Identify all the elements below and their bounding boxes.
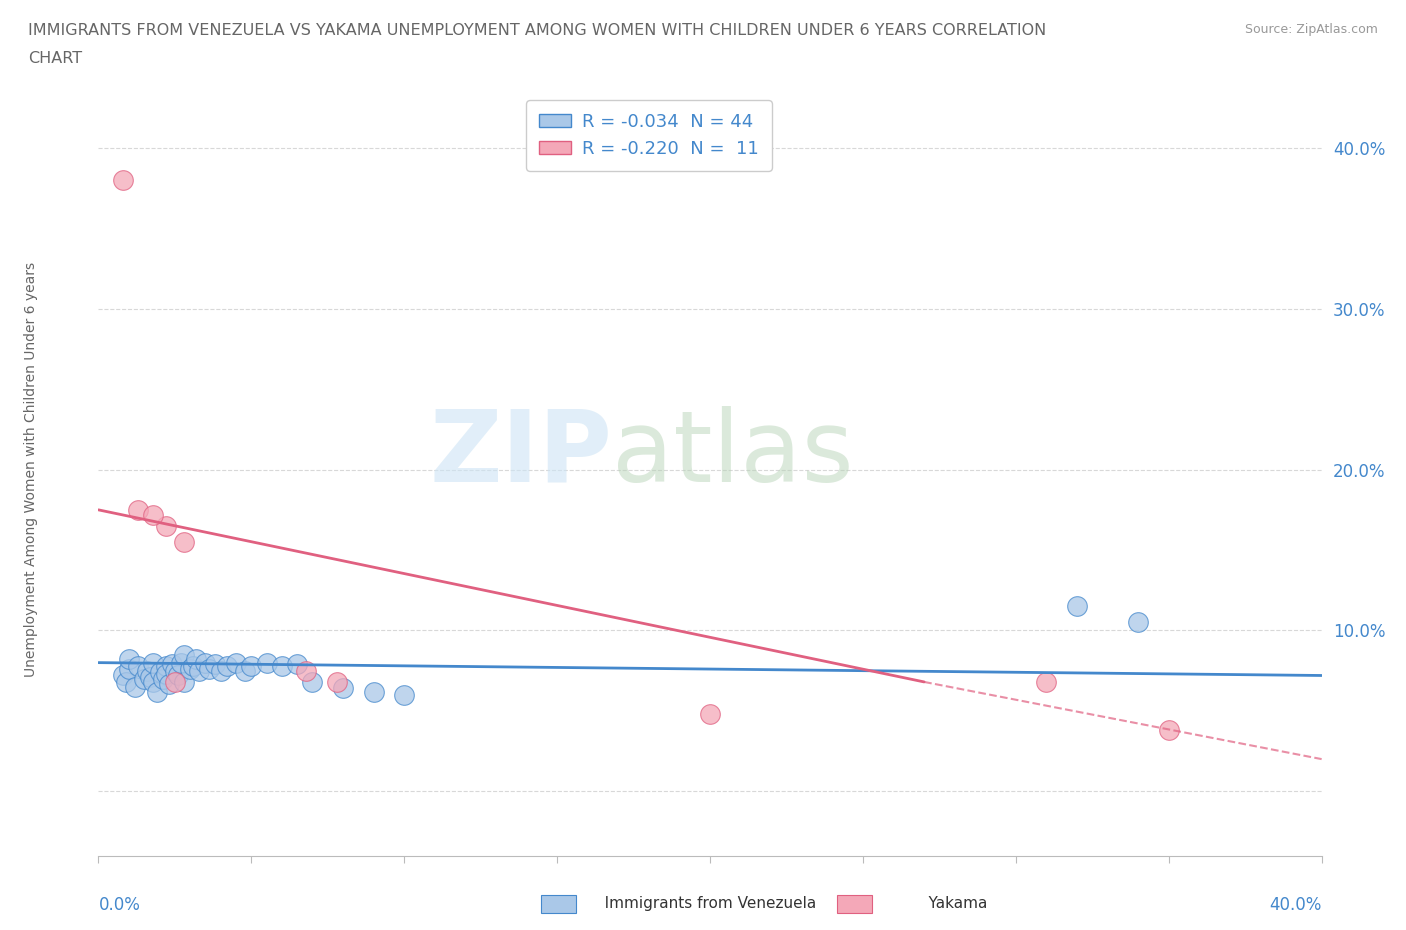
Point	[204, 657, 226, 671]
Point	[142, 674, 165, 689]
Point	[134, 671, 156, 686]
Point	[142, 507, 165, 522]
Point	[149, 665, 172, 680]
Point	[111, 173, 134, 188]
Text: Source: ZipAtlas.com: Source: ZipAtlas.com	[1244, 23, 1378, 36]
Point	[127, 502, 149, 517]
Point	[142, 655, 165, 670]
Point	[157, 676, 180, 691]
Point	[197, 661, 219, 676]
Text: IMMIGRANTS FROM VENEZUELA VS YAKAMA UNEMPLOYMENT AMONG WOMEN WITH CHILDREN UNDER: IMMIGRANTS FROM VENEZUELA VS YAKAMA UNEM…	[28, 23, 1046, 38]
Point	[699, 707, 721, 722]
Point	[225, 655, 247, 670]
Point	[173, 535, 195, 550]
Point	[295, 663, 318, 678]
Point	[163, 663, 186, 678]
Point	[392, 687, 416, 702]
Point	[332, 681, 354, 696]
Point	[301, 674, 323, 689]
Point	[167, 668, 190, 683]
Text: Immigrants from Venezuela: Immigrants from Venezuela	[591, 897, 815, 911]
Point	[124, 679, 146, 694]
Point	[1066, 599, 1088, 614]
Point	[285, 657, 308, 671]
Point	[215, 658, 238, 673]
Point	[181, 658, 204, 673]
Point	[1128, 615, 1150, 630]
Point	[179, 661, 201, 676]
Point	[233, 663, 256, 678]
Point	[173, 647, 195, 662]
Point	[186, 652, 208, 667]
Point	[136, 663, 159, 678]
Point	[209, 663, 232, 678]
Point	[155, 667, 177, 682]
Point	[194, 655, 217, 670]
Point	[240, 658, 263, 673]
Point	[173, 674, 195, 689]
Text: Yakama: Yakama	[914, 897, 987, 911]
Legend: R = -0.034  N = 44, R = -0.220  N =  11: R = -0.034 N = 44, R = -0.220 N = 11	[526, 100, 772, 171]
Point	[152, 671, 174, 686]
FancyBboxPatch shape	[541, 895, 576, 913]
Text: CHART: CHART	[28, 51, 82, 66]
Point	[270, 658, 292, 673]
Point	[115, 674, 138, 689]
Text: Unemployment Among Women with Children Under 6 years: Unemployment Among Women with Children U…	[24, 262, 38, 677]
Point	[256, 655, 278, 670]
Point	[1157, 723, 1180, 737]
Text: ZIP: ZIP	[429, 405, 612, 503]
Point	[163, 674, 186, 689]
Point	[155, 519, 177, 534]
Text: 40.0%: 40.0%	[1270, 896, 1322, 914]
Text: atlas: atlas	[612, 405, 853, 503]
Point	[170, 655, 193, 670]
Text: 0.0%: 0.0%	[98, 896, 141, 914]
Point	[139, 670, 162, 684]
Point	[118, 652, 141, 667]
Point	[145, 684, 167, 699]
FancyBboxPatch shape	[837, 895, 872, 913]
Point	[111, 668, 134, 683]
Point	[363, 684, 385, 699]
Point	[118, 661, 141, 676]
Point	[127, 658, 149, 673]
Point	[1035, 674, 1057, 689]
Point	[160, 657, 183, 671]
Point	[188, 663, 211, 678]
Point	[155, 658, 177, 673]
Point	[326, 674, 349, 689]
